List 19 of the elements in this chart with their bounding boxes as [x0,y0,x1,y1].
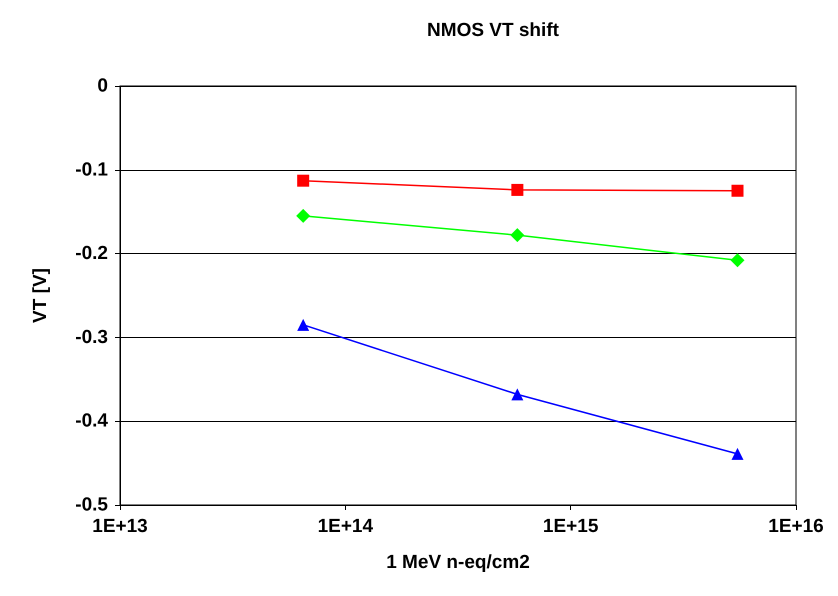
point [731,448,744,460]
y-tick-label: -0.4 [75,410,108,432]
y-axis-title: VT [V] [30,268,51,323]
x-tick-label: 1E+15 [542,516,599,537]
x-axis-title: 1 MeV n-eq/cm2 [386,552,530,573]
y-tick-label: -0.3 [75,326,108,348]
x-tick-label: 1E+13 [92,516,148,537]
point [296,208,310,223]
point [730,253,744,268]
y-tick-label: 0 [97,76,108,96]
x-tick-label: 1E+14 [318,516,374,537]
y-tick-label: -0.1 [75,159,108,180]
point [297,318,310,331]
point [297,174,310,187]
chart-title: NMOS VT shift [427,20,560,41]
point [731,184,744,197]
y-tick-label: -0.5 [75,494,108,516]
x-tick-label: 1E+16 [768,516,824,537]
y-tick-label: -0.2 [75,243,108,264]
